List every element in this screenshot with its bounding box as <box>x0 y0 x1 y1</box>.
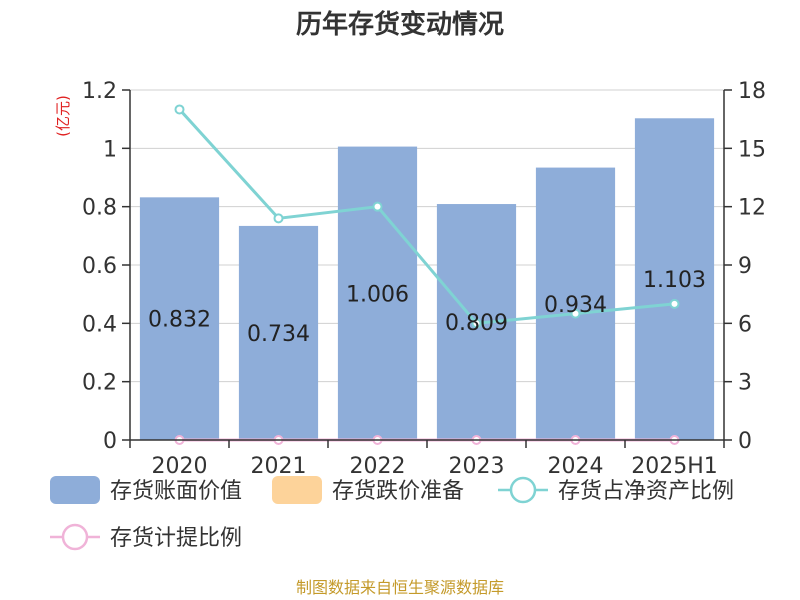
chart-title: 历年存货变动情况 <box>296 9 504 40</box>
bar-data-label: 0.809 <box>445 311 508 336</box>
legend-swatch <box>272 476 322 504</box>
bar <box>139 197 220 440</box>
x-tick-label: 2022 <box>350 454 406 479</box>
left-tick-label: 0.8 <box>82 196 117 221</box>
left-tick-label: 0.2 <box>82 371 117 396</box>
legend-label: 存货计提比例 <box>110 526 242 551</box>
grid-lines <box>130 89 724 441</box>
series-line <box>178 108 675 325</box>
bar-data-label: 1.006 <box>346 282 409 307</box>
right-tick-label: 18 <box>738 79 766 104</box>
left-axis-unit: (亿元) <box>54 95 72 137</box>
x-tick-label: 2020 <box>152 454 208 479</box>
bar <box>337 146 418 441</box>
x-tick-label: 2025H1 <box>631 454 718 479</box>
right-tick-label: 12 <box>738 196 766 221</box>
right-tick-label: 9 <box>738 254 752 279</box>
legend-label: 存货占净资产比例 <box>558 479 734 504</box>
x-tick-label: 2021 <box>251 454 307 479</box>
right-tick-label: 6 <box>738 312 752 337</box>
legend-marker <box>61 523 89 551</box>
right-tick-label: 15 <box>738 137 766 162</box>
legend-marker <box>509 476 537 504</box>
left-tick-label: 1 <box>103 137 117 162</box>
right-tick-label: 0 <box>738 429 752 454</box>
bar-data-label: 0.934 <box>544 293 607 318</box>
bars-group <box>139 118 715 441</box>
right-tick-label: 3 <box>738 371 752 396</box>
left-tick-label: 0 <box>103 429 117 454</box>
legend-label: 存货账面价值 <box>110 479 242 504</box>
axes-group: 0 0.2 0.4 0.6 0.8 1 1.2 0 3 6 9 12 15 18 2020 2021 2022 2… <box>82 79 766 479</box>
source-text: 制图数据来自恒生聚源数据库 <box>296 578 504 597</box>
left-tick-label: 0.6 <box>82 254 117 279</box>
line-point <box>669 298 680 309</box>
legend-label: 存货跌价准备 <box>332 479 464 504</box>
x-tick-label: 2023 <box>449 454 505 479</box>
line-point <box>471 318 482 329</box>
line-point <box>273 213 284 224</box>
line-point <box>570 308 581 319</box>
bar-data-label: 0.832 <box>148 308 211 333</box>
legend-swatch <box>50 476 100 504</box>
bar <box>535 167 616 441</box>
data-labels-group: 0.832 0.734 1.006 0.809 0.934 1.103 <box>148 268 706 347</box>
line-point <box>174 104 185 115</box>
left-tick-label: 1.2 <box>82 79 117 104</box>
bar-data-label: 1.103 <box>643 268 706 293</box>
bar-data-label: 0.734 <box>247 322 310 347</box>
x-tick-label: 2024 <box>548 454 604 479</box>
bar <box>634 118 715 441</box>
bar <box>238 225 319 440</box>
left-tick-label: 0.4 <box>82 312 117 337</box>
line-point <box>372 201 383 212</box>
